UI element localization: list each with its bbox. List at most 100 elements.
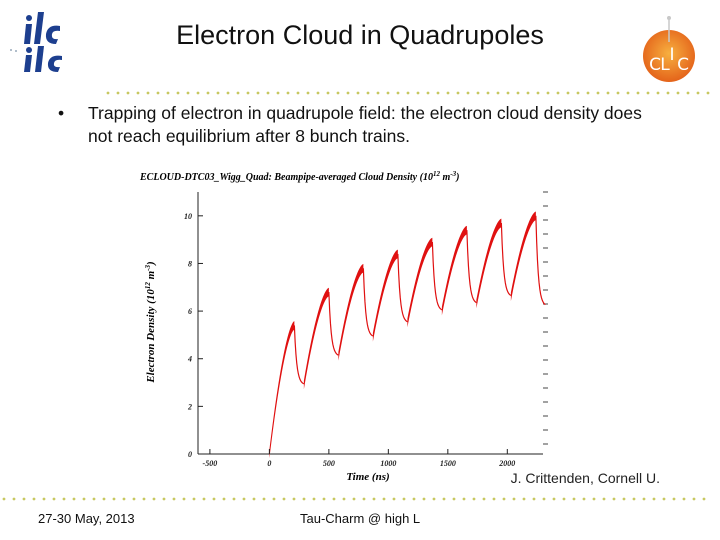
- divider-dot: [422, 497, 426, 501]
- divider-dot: [686, 91, 690, 95]
- divider-dot: [342, 497, 346, 501]
- divider-dot: [22, 497, 26, 501]
- divider-dot: [152, 497, 156, 501]
- divider-dot: [332, 497, 336, 501]
- footer-date: 27-30 May, 2013: [38, 511, 135, 526]
- bunch-train-rise: [372, 249, 398, 342]
- clic-letter: L: [660, 55, 670, 75]
- divider-dot: [362, 497, 366, 501]
- divider-dot: [402, 497, 406, 501]
- bunch-train-rise: [303, 287, 329, 390]
- divider-dot: [176, 91, 180, 95]
- divider-dot: [326, 91, 330, 95]
- divider-dot: [166, 91, 170, 95]
- bunch-train-decay: [431, 241, 443, 311]
- divider-dot: [512, 497, 516, 501]
- density-curve: [269, 211, 546, 459]
- electron-density-chart: ECLOUD-DTC03_Wigg_Quad: Beampipe-average…: [139, 170, 548, 483]
- x-tick-label: 1000: [380, 459, 396, 468]
- divider-dot: [596, 91, 600, 95]
- divider-dot: [246, 91, 250, 95]
- divider-dot: [142, 497, 146, 501]
- divider-dot: [322, 497, 326, 501]
- divider-dot: [256, 91, 260, 95]
- divider-dot: [552, 497, 556, 501]
- divider-dot: [692, 497, 696, 501]
- divider-dot: [566, 91, 570, 95]
- divider-dot: [262, 497, 266, 501]
- divider-dot: [436, 91, 440, 95]
- divider-dot: [702, 497, 706, 501]
- x-tick-label: -500: [203, 459, 218, 468]
- divider-dot: [576, 91, 580, 95]
- divider-dot: [366, 91, 370, 95]
- divider-dot: [336, 91, 340, 95]
- divider-dot: [482, 497, 486, 501]
- chart-title: ECLOUD-DTC03_Wigg_Quad: Beampipe-average…: [139, 170, 459, 183]
- divider-dot: [446, 91, 450, 95]
- divider-dot: [556, 91, 560, 95]
- divider-dot: [532, 497, 536, 501]
- bunch-train-decay: [535, 215, 546, 306]
- chart-credit: J. Crittenden, Cornell U.: [510, 470, 660, 486]
- divider-dot: [632, 497, 636, 501]
- divider-dot: [682, 497, 686, 501]
- divider-dot: [92, 497, 96, 501]
- divider-dot: [452, 497, 456, 501]
- divider-dot: [616, 91, 620, 95]
- divider-dot: [642, 497, 646, 501]
- divider-dot: [412, 497, 416, 501]
- divider-dot: [372, 497, 376, 501]
- bullet-mark: •: [58, 103, 65, 123]
- divider-dot: [496, 91, 500, 95]
- divider-dot: [416, 91, 420, 95]
- divider-dot: [132, 497, 136, 501]
- divider-dot: [126, 91, 130, 95]
- divider-dot: [266, 91, 270, 95]
- divider-dot: [656, 91, 660, 95]
- divider-dot: [286, 91, 290, 95]
- bunch-train-decay: [328, 292, 339, 356]
- divider-dot: [582, 497, 586, 501]
- divider-dot: [466, 91, 470, 95]
- divider-dot: [696, 91, 700, 95]
- bullet-point: • Trapping of electron in quadrupole fie…: [58, 102, 668, 148]
- divider-dot: [526, 91, 530, 95]
- divider-dot: [592, 497, 596, 501]
- y-tick-label: 6: [188, 307, 192, 316]
- divider-dot: [116, 91, 120, 95]
- y-axis-label: Electron Density (1012 m-3): [144, 261, 157, 383]
- divider-dot: [202, 497, 206, 501]
- divider-dot: [272, 497, 276, 501]
- divider-dot: [666, 91, 670, 95]
- y-tick-label: 0: [188, 450, 192, 459]
- divider-dot: [62, 497, 66, 501]
- bunch-train-rise: [269, 321, 295, 459]
- divider-dot: [492, 497, 496, 501]
- divider-dot: [312, 497, 316, 501]
- bottom-dotted-divider: [2, 497, 706, 501]
- footer-event: Tau-Charm @ high L: [300, 511, 421, 526]
- divider-dot: [316, 91, 320, 95]
- divider-dot: [172, 497, 176, 501]
- divider-dot: [536, 91, 540, 95]
- y-tick-label: 8: [188, 259, 192, 268]
- divider-dot: [456, 91, 460, 95]
- bunch-train-rise: [441, 225, 467, 316]
- divider-dot: [32, 497, 36, 501]
- divider-dot: [586, 91, 590, 95]
- divider-dot: [506, 91, 510, 95]
- divider-dot: [396, 91, 400, 95]
- y-tick-label: 2: [187, 402, 192, 411]
- divider-dot: [232, 497, 236, 501]
- x-tick-label: 500: [323, 459, 335, 468]
- divider-dot: [136, 91, 140, 95]
- x-tick-label: 1500: [440, 459, 456, 468]
- divider-dot: [352, 497, 356, 501]
- divider-dot: [652, 497, 656, 501]
- divider-dot: [626, 91, 630, 95]
- divider-dot: [236, 91, 240, 95]
- divider-dot: [426, 91, 430, 95]
- divider-dot: [432, 497, 436, 501]
